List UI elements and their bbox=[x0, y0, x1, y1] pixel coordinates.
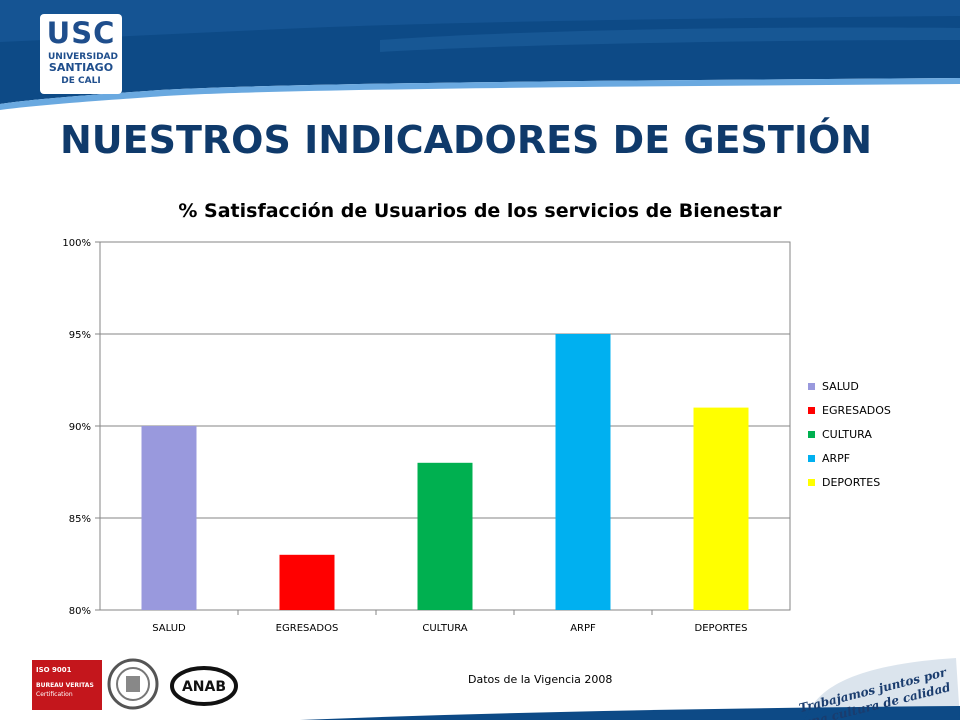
y-tick-label: 80% bbox=[69, 606, 91, 617]
logo-line-2: SANTIAGO bbox=[48, 61, 114, 74]
chart-title: % Satisfacción de Usuarios de los servic… bbox=[178, 200, 782, 222]
y-tick-label: 90% bbox=[69, 422, 91, 433]
university-logo: USC UNIVERSIDAD SANTIAGO DE CALI bbox=[40, 14, 122, 94]
x-tick-label: CULTURA bbox=[422, 623, 467, 634]
bv-line-2: BUREAU VERITAS bbox=[36, 682, 94, 689]
x-tick-label: EGRESADOS bbox=[276, 623, 339, 634]
bar-salud bbox=[141, 426, 197, 610]
legend-label: ARPF bbox=[822, 452, 851, 465]
logo-line-3: DE CALI bbox=[61, 76, 101, 86]
legend-swatch bbox=[808, 479, 815, 486]
page-title: NUESTROS INDICADORES DE GESTIÓN bbox=[60, 118, 873, 162]
y-tick-label: 85% bbox=[69, 514, 91, 525]
y-tick-label: 95% bbox=[69, 330, 91, 341]
legend-label: CULTURA bbox=[822, 428, 872, 441]
bar-cultura bbox=[417, 462, 473, 610]
bar-deportes bbox=[693, 407, 749, 610]
legend-swatch bbox=[808, 383, 815, 390]
bar-egresados bbox=[279, 554, 335, 610]
logo-line-1: UNIVERSIDAD bbox=[48, 52, 118, 62]
legend-label: SALUD bbox=[822, 380, 859, 393]
legend-label: EGRESADOS bbox=[822, 404, 891, 417]
y-tick-label: 100% bbox=[62, 238, 91, 249]
footer-bar bbox=[300, 706, 960, 720]
logo-acronym: USC bbox=[46, 16, 116, 50]
bar-arpf bbox=[555, 334, 611, 610]
legend-swatch bbox=[808, 455, 815, 462]
legend-swatch bbox=[808, 407, 815, 414]
x-tick-label: ARPF bbox=[570, 623, 596, 634]
bv-line-1: ISO 9001 bbox=[36, 666, 72, 674]
header-band bbox=[0, 0, 960, 110]
anab-logo: ANAB bbox=[170, 666, 238, 706]
x-tick-label: SALUD bbox=[152, 623, 186, 634]
x-tick-label: DEPORTES bbox=[695, 623, 748, 634]
bv-line-3: Certification bbox=[36, 691, 73, 698]
footer-note: Datos de la Vigencia 2008 bbox=[468, 673, 613, 686]
legend-swatch bbox=[808, 431, 815, 438]
bureau-veritas-badge: ISO 9001 BUREAU VERITAS Certification bbox=[32, 660, 102, 710]
quality-slogan: Trabajamos juntos por una cultura de cal… bbox=[798, 658, 960, 720]
anab-text: ANAB bbox=[182, 679, 226, 695]
bureau-veritas-seal-icon bbox=[107, 658, 159, 710]
legend-label: DEPORTES bbox=[822, 476, 881, 489]
